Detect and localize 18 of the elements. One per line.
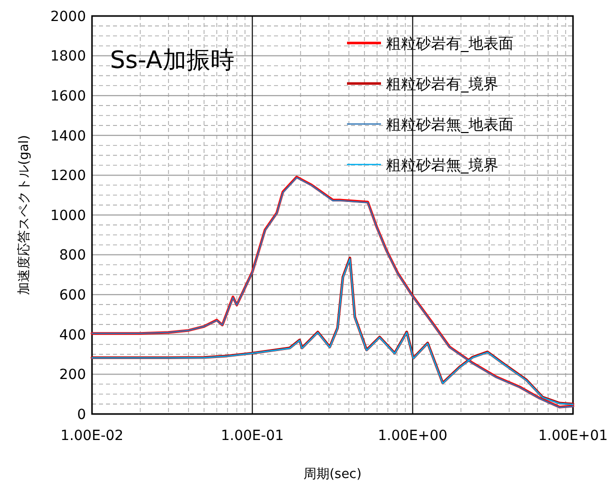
y-tick-label: 1000 xyxy=(50,208,86,224)
y-tick-label: 1200 xyxy=(50,168,86,184)
y-tick-label: 1800 xyxy=(50,48,86,65)
y-tick-label: 600 xyxy=(59,288,86,304)
y-tick-label: 1600 xyxy=(50,88,86,104)
y-tick-label: 1400 xyxy=(50,128,86,144)
x-axis-title: 周期(sec) xyxy=(303,467,362,482)
y-tick-label: 400 xyxy=(59,327,86,344)
y-tick-label: 800 xyxy=(59,248,86,264)
x-tick-label: 1.00E-01 xyxy=(220,428,284,444)
y-tick-label: 200 xyxy=(59,367,86,384)
x-tick-label: 1.00E+01 xyxy=(538,428,608,444)
y-tick-label: 0 xyxy=(77,406,86,423)
x-tick-label: 1.00E+00 xyxy=(378,428,448,444)
text: Ss-A加振時 xyxy=(110,46,234,74)
y-tick-label: 2000 xyxy=(50,8,86,25)
x-tick-label: 1.00E-02 xyxy=(60,428,124,444)
y-axis-title: 加速度応答スペクトル(gal) xyxy=(16,135,32,295)
